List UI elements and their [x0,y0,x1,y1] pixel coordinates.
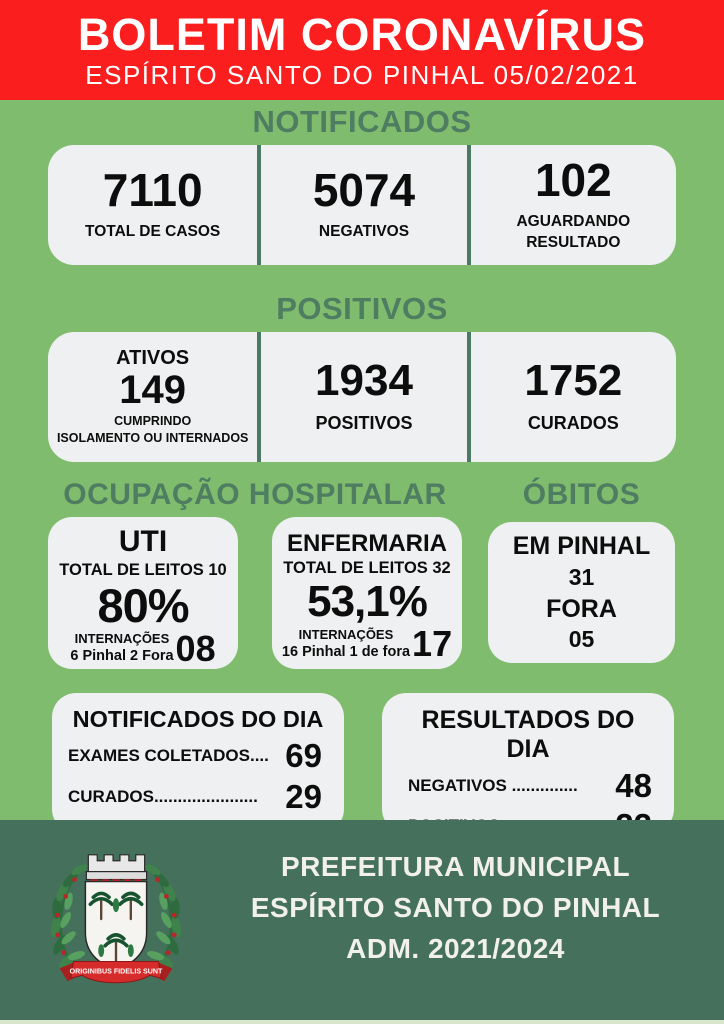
negativos-dia-value: 48 [615,767,652,804]
ativos-cell: ATIVOS 149 CUMPRINDO ISOLAMENTO OU INTER… [48,332,257,462]
negativos-value: 5074 [312,164,416,217]
aguardando-cell: 102 AGUARDANDO RESULTADO [466,145,676,265]
obitos-em-pinhal-label: EM PINHAL [512,532,651,561]
uti-internacoes-detail: 6 Pinhal 2 Fora [70,648,174,665]
curados-dia-row: CURADOS...................... 29 [68,780,328,813]
notificados-card: 7110 TOTAL DE CASOS 5074 NEGATIVOS 102 A… [48,145,676,265]
obitos-card: EM PINHAL 31 FORA 05 [488,522,675,663]
footer-line-city: ESPÍRITO SANTO DO PINHAL [250,892,661,923]
footer-line-prefeitura: PREFEITURA MUNICIPAL [280,851,631,882]
wreath-right-branch [144,864,182,972]
positivos-card: ATIVOS 149 CUMPRINDO ISOLAMENTO OU INTER… [48,332,676,462]
small-plants [98,898,134,958]
uti-internacoes-row: INTERNAÇÕES 6 Pinhal 2 Fora 08 [54,627,232,669]
positivos-count-cell: 1934 POSITIVOS [257,332,466,462]
curados-dia-label: CURADOS...................... [68,786,258,806]
uti-internacoes-value: 08 [175,627,216,669]
curados-dia-value: 29 [285,778,322,815]
uti-internacoes-block: INTERNAÇÕES 6 Pinhal 2 Fora [70,631,173,664]
enfermaria-internacoes-detail: 16 Pinhal 1 de fora [281,644,411,661]
exames-coletados-label: EXAMES COLETADOS.... [68,745,269,765]
footer-text-block: PREFEITURA MUNICIPAL ESPÍRITO SANTO DO P… [195,846,716,969]
uti-card: UTI TOTAL DE LEITOS 10 80% INTERNAÇÕES 6… [48,517,238,669]
ativos-value: 149 [119,368,187,413]
tree-top-right [118,891,144,921]
aguardando-value: 102 [534,154,612,207]
total-de-casos-label: TOTAL DE CASOS [85,223,221,241]
ativos-sub-line2: ISOLAMENTO OU INTERNADOS [56,430,249,445]
enfermaria-card: ENFERMARIA TOTAL DE LEITOS 32 53,1% INTE… [272,517,462,669]
bottom-accent-strip [0,1020,724,1024]
curados-value: 1752 [524,355,623,405]
curados-label: CURADOS [527,412,619,433]
enfermaria-internacoes-label: INTERNAÇÕES [298,627,394,643]
ocupacao-title: OCUPAÇÃO HOSPITALAR [63,478,447,511]
header-banner: BOLETIM CORONAVÍRUS ESPÍRITO SANTO DO PI… [0,0,724,100]
footer-line-adm: ADM. 2021/2024 [346,933,565,964]
exames-coletados-row: EXAMES COLETADOS.... 69 [68,739,328,772]
total-de-casos-cell: 7110 TOTAL DE CASOS [48,145,257,265]
enfermaria-beds: TOTAL DE LEITOS 32 [283,559,451,578]
uti-percent: 80% [97,578,189,632]
obitos-fora-value: 05 [568,626,595,652]
enfermaria-percent: 53,1% [307,577,428,627]
obitos-em-pinhal-value: 31 [568,563,595,590]
enfermaria-internacoes-value: 17 [412,623,453,665]
bulletin-subtitle: ESPÍRITO SANTO DO PINHAL 05/02/2021 [85,59,639,90]
daily-section: NOTIFICADOS DO DIA EXAMES COLETADOS.... … [0,693,724,842]
notificados-do-dia-card: NOTIFICADOS DO DIA EXAMES COLETADOS.... … [52,693,344,833]
bulletin-title: BOLETIM CORONAVÍRUS [77,9,647,61]
footer-banner: ORIGINIBUS FIDELIS SUNT PREFEITURA MUNIC… [0,820,724,1020]
negativos-dia-label: NEGATIVOS .............. [408,775,578,795]
negativos-cell: 5074 NEGATIVOS [257,145,466,265]
araucaria-trees [88,891,144,964]
uti-beds: TOTAL DE LEITOS 10 [59,560,227,579]
motto-ribbon: ORIGINIBUS FIDELIS SUNT [59,960,173,984]
tree-bottom-center [103,933,129,964]
obitos-fora-label: FORA [546,594,617,623]
mid-section-cards: UTI TOTAL DE LEITOS 10 80% INTERNAÇÕES 6… [0,517,724,669]
ativos-header: ATIVOS [116,347,190,370]
resultados-do-dia-card: RESULTADOS DO DIA NEGATIVOS ............… [382,693,674,842]
uti-title: UTI [118,525,168,558]
positivos-value: 1934 [315,355,413,405]
notificados-title: NOTIFICADOS [252,104,472,139]
curados-cell: 1752 CURADOS [466,332,676,462]
tree-top-left [88,891,114,921]
negativos-dia-row: NEGATIVOS .............. 48 [398,769,658,802]
notificados-do-dia-title: NOTIFICADOS DO DIA [72,706,324,732]
city-coat-of-arms: ORIGINIBUS FIDELIS SUNT [50,854,182,984]
mid-section-titles: OCUPAÇÃO HOSPITALAR ÓBITOS [0,478,724,512]
wreath-left-branch [50,864,88,972]
resultados-do-dia-title: RESULTADOS DO DIA [421,706,635,763]
ativos-sub-line1: CUMPRINDO [114,414,192,429]
obitos-title: ÓBITOS [522,478,641,511]
enfermaria-title: ENFERMARIA [287,530,447,557]
aguardando-label: AGUARDANDO RESULTADO [516,213,631,251]
enfermaria-internacoes-row: INTERNAÇÕES 16 Pinhal 1 de fora 17 [278,623,456,665]
positivos-label: POSITIVOS [315,412,413,433]
total-de-casos-value: 7110 [102,164,203,217]
exames-coletados-value: 69 [285,737,322,774]
positivos-title: POSITIVOS [276,291,448,326]
crest-motto-text: ORIGINIBUS FIDELIS SUNT [70,967,163,975]
enfermaria-internacoes-block: INTERNAÇÕES 16 Pinhal 1 de fora [282,627,410,660]
uti-internacoes-label: INTERNAÇÕES [74,631,170,647]
negativos-label: NEGATIVOS [318,223,410,241]
